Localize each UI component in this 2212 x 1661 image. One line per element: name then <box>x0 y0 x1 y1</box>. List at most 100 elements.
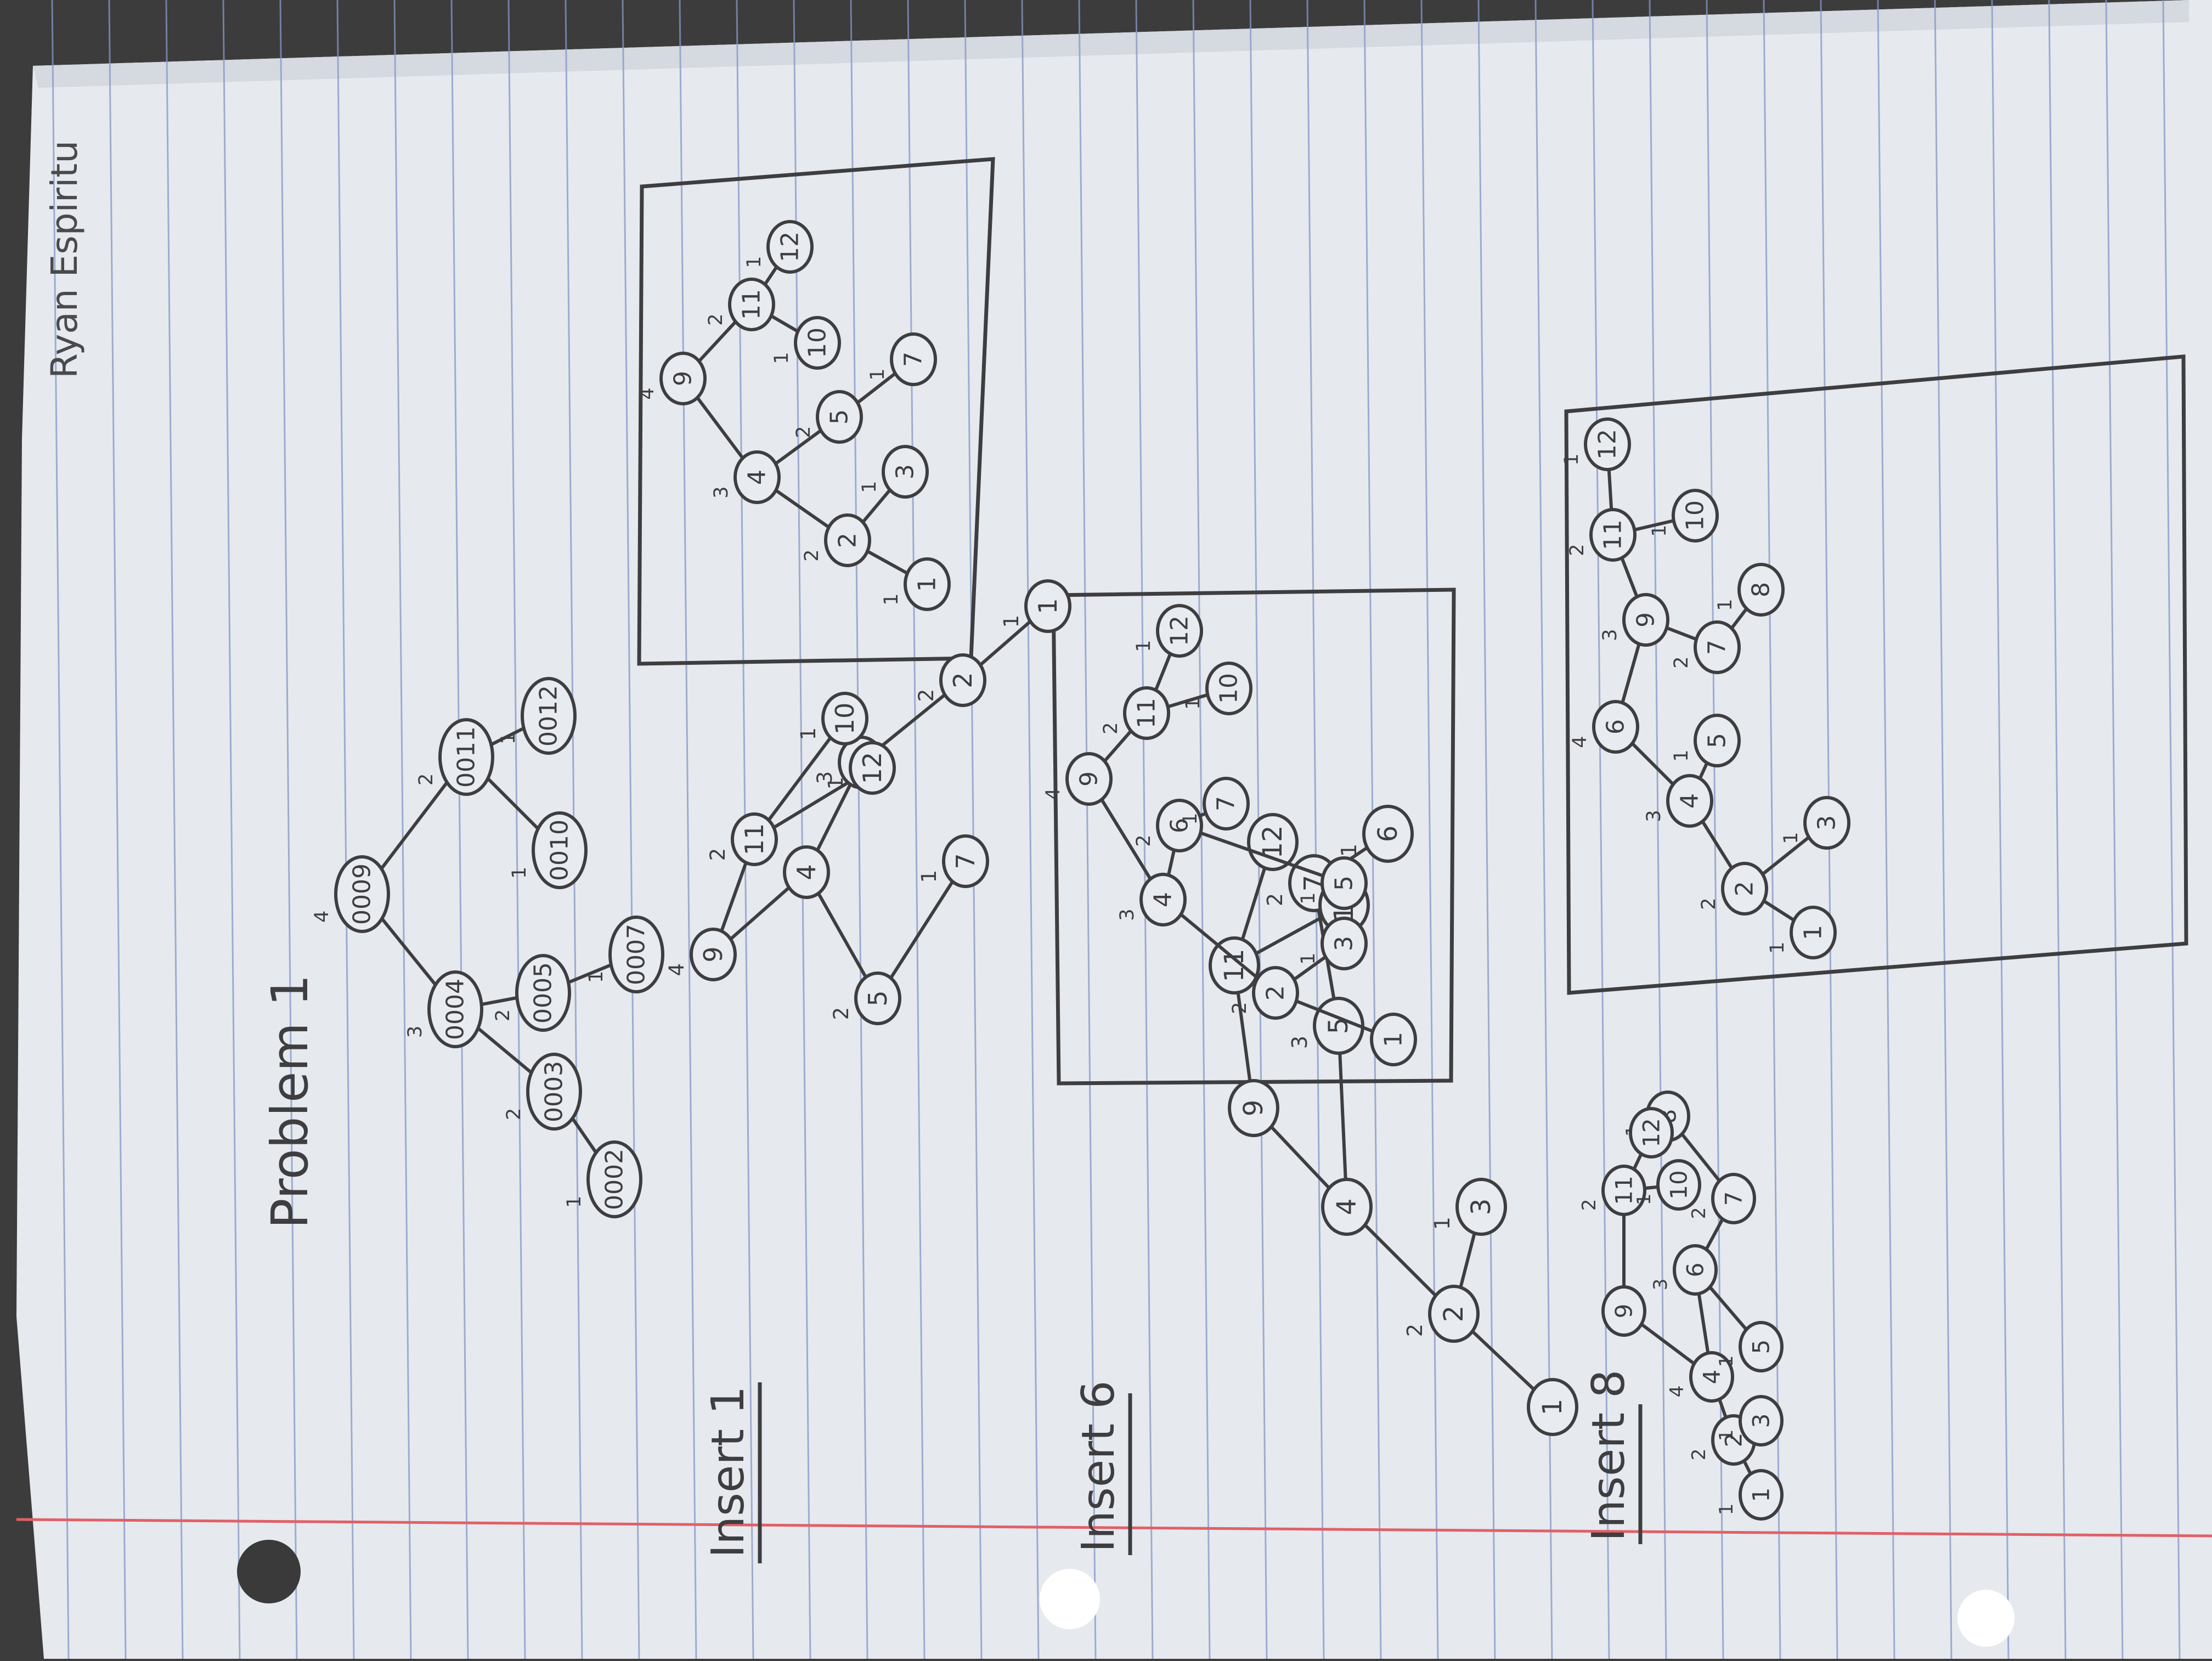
node-outline <box>1592 700 1639 754</box>
node-outline <box>766 220 814 274</box>
node-outline <box>794 316 841 370</box>
node-label: 7 <box>900 352 928 367</box>
node-height-label: 2 <box>1688 1449 1710 1461</box>
node-height-label: 1 <box>1767 941 1788 953</box>
node-height-label: 1 <box>509 867 531 879</box>
node-height-label: 1 <box>917 870 941 883</box>
rule-line <box>393 0 412 1659</box>
node-label: 12 <box>1166 615 1194 646</box>
box-insert-8-result <box>1564 354 2188 995</box>
node-height-label: 1 <box>1133 640 1155 652</box>
tree-node: 22 <box>1698 862 1768 916</box>
tree-node: 4 <box>1321 1178 1373 1236</box>
node-label: 2 <box>1438 1306 1469 1323</box>
tree-node: 43 <box>1116 873 1187 926</box>
svg-text:Insert 6: Insert 6 <box>1073 1381 1125 1552</box>
tree-node: 10 1 <box>1649 489 1719 543</box>
node-height-label: 3 <box>1643 810 1665 822</box>
rule-line <box>450 0 469 1659</box>
node-outline <box>1455 1178 1507 1236</box>
node-height-label: 2 <box>1100 722 1122 734</box>
node-height-label: 2 <box>830 1007 853 1020</box>
node-outline <box>728 278 775 331</box>
node-label: 7 <box>1212 796 1240 811</box>
node-height-label: 1 <box>1430 1217 1454 1230</box>
node-outline <box>1739 1469 1784 1521</box>
node-height-label: 4 <box>311 911 333 923</box>
tree-node: 0012 1 <box>498 677 577 755</box>
node-height-label: 1 <box>1000 615 1023 628</box>
tree-node: 9 <box>1601 1285 1646 1337</box>
node-height-label: 1 <box>1780 832 1802 844</box>
node-label: 9 <box>1611 1304 1638 1319</box>
node-height-label: 3 <box>1116 908 1138 920</box>
node-outline <box>515 954 571 1032</box>
node-label: 4 <box>743 470 771 485</box>
node-outline <box>942 834 989 888</box>
rule-line <box>2048 0 2067 1659</box>
node-label: 0002 <box>601 1149 629 1210</box>
rule-line <box>165 0 184 1659</box>
node-height-label: 1 <box>498 732 520 744</box>
node-label: 11 <box>1611 1176 1638 1205</box>
tree-node: 51 <box>1671 714 1741 767</box>
node-label: 12 <box>1594 429 1622 460</box>
node-outline <box>1428 1285 1480 1343</box>
node-label: 1 <box>1748 1488 1775 1502</box>
node-height-label: 1 <box>824 777 848 790</box>
node-outline <box>1790 906 1837 959</box>
tree-node: 0007 1 <box>585 916 664 993</box>
rule-line <box>1592 0 1610 1659</box>
rule-line <box>1306 0 1325 1659</box>
tree-node: 22 <box>1403 1285 1480 1343</box>
node-label: 11 <box>740 823 769 856</box>
tree-node: 62 <box>1133 799 1203 852</box>
node-label: 1 <box>1033 598 1063 614</box>
node-height-label: 2 <box>1263 893 1287 906</box>
node-outline <box>1711 1173 1756 1224</box>
tree-node: 11 2 <box>1566 508 1637 562</box>
node-height-label: 2 <box>1578 1199 1600 1211</box>
rule-line <box>1135 0 1154 1659</box>
tree-node: 12 1 <box>824 741 896 795</box>
node-outline <box>1321 917 1368 970</box>
tree-node: 52 <box>830 971 901 1025</box>
node-label: 2 <box>834 533 862 548</box>
node-height-label: 3 <box>1650 1279 1672 1291</box>
node-outline <box>1252 966 1299 1020</box>
node-height-label: 2 <box>1698 897 1720 909</box>
heading-insert-1: Insert 1 <box>702 1382 762 1563</box>
node-label: 4 <box>1699 1370 1725 1385</box>
node-label: 0009 <box>348 863 376 925</box>
tree-node: 71 <box>867 332 937 386</box>
node-height-label: 2 <box>415 773 437 786</box>
node-height-label: 2 <box>1566 544 1588 556</box>
node-height-label: 2 <box>1133 834 1155 846</box>
tree-node: 94 <box>1042 752 1113 806</box>
node-label: 2 <box>1731 881 1759 896</box>
node-height-label: 1 <box>743 256 765 268</box>
node-outline <box>1156 799 1203 852</box>
node-height-label: 1 <box>797 727 820 741</box>
node-outline <box>1209 936 1260 995</box>
node-outline <box>1247 813 1299 871</box>
node-height-label: 4 <box>1666 1386 1688 1398</box>
node-label: 9 <box>669 371 697 386</box>
node-label: 9 <box>1632 612 1660 628</box>
node-height-label: 1 <box>1714 598 1736 611</box>
tree-node: 12 1 <box>1133 604 1203 658</box>
tree-node: 52 <box>793 390 863 444</box>
node-outline <box>939 653 986 707</box>
tree-node: 0003 2 <box>503 1053 582 1131</box>
node-label: 10 <box>804 327 832 358</box>
tree-node: 0010 1 <box>509 811 588 889</box>
node-height-label: 2 <box>801 549 823 561</box>
node-outline <box>854 971 901 1025</box>
node-height-label: 1 <box>771 352 793 364</box>
rule-line <box>336 0 355 1659</box>
node-height-label: 1 <box>1561 453 1583 465</box>
node-outline <box>1065 752 1113 806</box>
node-height-label: 3 <box>404 1026 426 1038</box>
binder-hole <box>237 1540 301 1603</box>
